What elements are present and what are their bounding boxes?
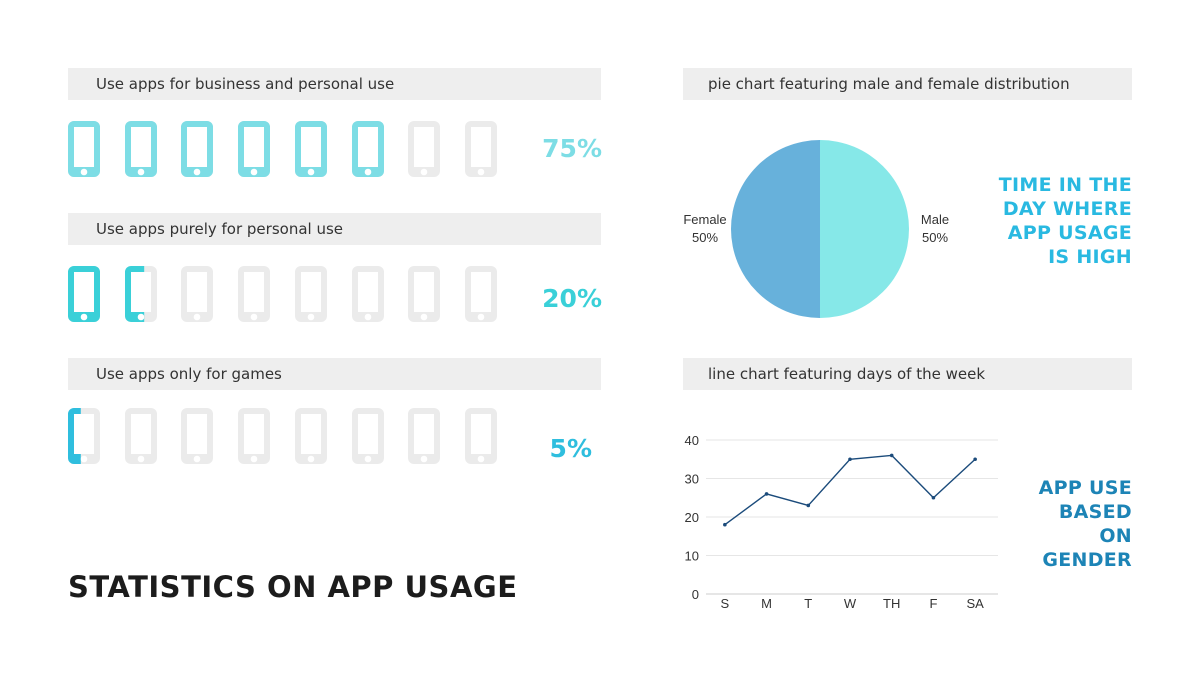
phone-icon	[124, 121, 157, 177]
phone-icon	[464, 121, 497, 177]
data-point	[848, 457, 852, 462]
phone-icon	[464, 408, 497, 464]
series-line	[724, 454, 976, 526]
line-chart: 0 10 20 30 40 S M T W TH F SA	[685, 433, 998, 611]
phone-icon	[181, 266, 214, 322]
page-title: STATISTICS ON APP USAGE	[68, 570, 518, 604]
x-tick-label: T	[804, 596, 812, 611]
phone-icon	[351, 266, 384, 322]
stat-label-personal: Use apps purely for personal use	[96, 220, 344, 238]
data-point	[806, 503, 811, 508]
pie-label-female: Female	[683, 212, 726, 227]
y-tick-label: 30	[685, 472, 699, 487]
line-chart-header-label: line chart featuring days of the week	[708, 365, 986, 383]
phone-icon	[238, 408, 271, 464]
phone-icon	[124, 266, 157, 322]
phone-icon	[294, 408, 327, 464]
stat-label-business: Use apps for business and personal use	[96, 75, 395, 93]
phone-icon	[181, 121, 214, 177]
side-text-top: TIME IN THE DAY WHERE APP USAGE IS HIGH	[998, 174, 1132, 268]
phone-icon	[294, 121, 327, 177]
pie-slice-male	[820, 140, 909, 318]
stat-header-business: Use apps for business and personal use	[68, 68, 601, 100]
y-tick-label: 40	[685, 433, 699, 448]
phone-icon	[68, 121, 100, 177]
phone-icon	[408, 266, 441, 322]
side-text-bottom: APP USE BASED ON GENDER	[1038, 477, 1132, 571]
x-tick-label: S	[721, 596, 730, 611]
x-tick-label: TH	[883, 596, 900, 611]
pie-chart: Female 50% Male 50%	[683, 140, 949, 318]
phone-icon	[408, 121, 441, 177]
y-tick-label: 20	[685, 510, 699, 525]
pie-chart-header-label: pie chart featuring male and female dist…	[708, 75, 1070, 93]
data-point	[931, 495, 936, 500]
pie-value-male: 50%	[922, 230, 948, 245]
phone-icon	[464, 266, 497, 322]
pie-chart-header: pie chart featuring male and female dist…	[683, 68, 1132, 100]
y-tick-label: 10	[685, 549, 699, 564]
pie-label-male: Male	[921, 212, 949, 227]
phone-row-personal	[68, 266, 508, 322]
phone-icon	[124, 408, 157, 464]
phone-icon	[294, 266, 327, 322]
y-tick-label: 0	[692, 587, 699, 602]
phone-icon	[351, 121, 384, 177]
data-point	[889, 453, 894, 458]
phone-icon	[68, 266, 100, 322]
x-tick-label: F	[929, 596, 937, 611]
phone-row-games	[68, 408, 508, 464]
x-tick-label: SA	[966, 596, 984, 611]
stat-label-games: Use apps only for games	[96, 365, 282, 383]
stat-header-personal: Use apps purely for personal use	[68, 213, 601, 245]
phone-icon	[238, 121, 271, 177]
x-tick-label: M	[761, 596, 772, 611]
pie-slice-female	[731, 140, 820, 318]
stat-header-games: Use apps only for games	[68, 358, 601, 390]
stat-percent-games: 5%	[549, 434, 592, 463]
pie-value-female: 50%	[692, 230, 718, 245]
phone-icon	[408, 408, 441, 464]
data-point	[973, 457, 977, 462]
data-point	[723, 522, 727, 527]
phone-icon	[238, 266, 271, 322]
data-point	[764, 492, 769, 496]
stat-percent-personal: 20%	[542, 284, 602, 313]
stat-percent-business: 75%	[542, 134, 602, 163]
x-tick-label: W	[844, 596, 857, 611]
phone-icon	[351, 408, 384, 464]
phone-icon	[68, 408, 100, 464]
phone-row-business	[68, 121, 508, 177]
phone-icon	[181, 408, 214, 464]
line-chart-header: line chart featuring days of the week	[683, 358, 1132, 390]
